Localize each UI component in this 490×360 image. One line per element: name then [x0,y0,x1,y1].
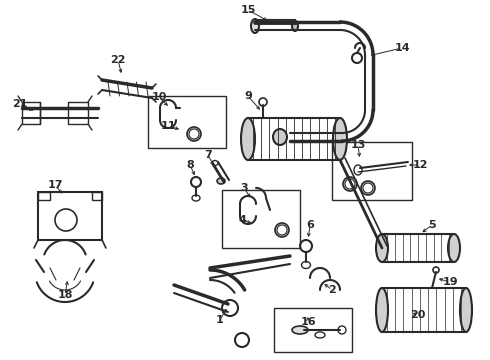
Text: 18: 18 [57,290,73,300]
Ellipse shape [273,129,287,145]
Bar [92,192,102,200]
Ellipse shape [292,21,298,31]
Bar [38,192,50,200]
Ellipse shape [460,288,472,332]
Ellipse shape [333,118,347,160]
Bar [382,288,466,332]
Text: 22: 22 [110,55,126,65]
Ellipse shape [251,19,259,33]
Text: 9: 9 [244,91,252,101]
Bar [22,102,40,124]
Ellipse shape [292,326,308,334]
Text: 2: 2 [328,285,336,295]
Text: 16: 16 [300,317,316,327]
Text: 14: 14 [394,43,410,53]
Ellipse shape [241,118,255,160]
Text: 15: 15 [240,5,256,15]
Bar [382,234,454,262]
Bar [68,102,88,124]
Ellipse shape [277,225,287,235]
Text: 13: 13 [350,140,366,150]
Text: 17: 17 [47,180,63,190]
Text: 8: 8 [186,160,194,170]
Ellipse shape [361,181,375,195]
Text: 20: 20 [410,310,426,320]
Text: 7: 7 [204,150,212,160]
Ellipse shape [187,127,201,141]
Text: 12: 12 [412,160,428,170]
Ellipse shape [376,288,388,332]
Ellipse shape [448,234,460,262]
Text: 1: 1 [216,315,224,325]
Bar [274,308,352,352]
Bar [332,142,412,200]
Bar [38,192,102,240]
Ellipse shape [376,234,388,262]
Bar [148,96,226,148]
Ellipse shape [363,183,373,193]
Ellipse shape [343,177,357,191]
Ellipse shape [217,178,225,184]
Text: 5: 5 [428,220,436,230]
Text: 4: 4 [238,215,246,225]
Bar [248,118,340,160]
Text: 10: 10 [151,92,167,102]
Text: 3: 3 [240,183,248,193]
Bar [222,190,300,248]
Ellipse shape [275,223,289,237]
Text: 11: 11 [160,121,176,131]
Text: 21: 21 [12,99,28,109]
Ellipse shape [345,179,355,189]
Text: 6: 6 [306,220,314,230]
Ellipse shape [189,129,199,139]
Text: 19: 19 [442,277,458,287]
